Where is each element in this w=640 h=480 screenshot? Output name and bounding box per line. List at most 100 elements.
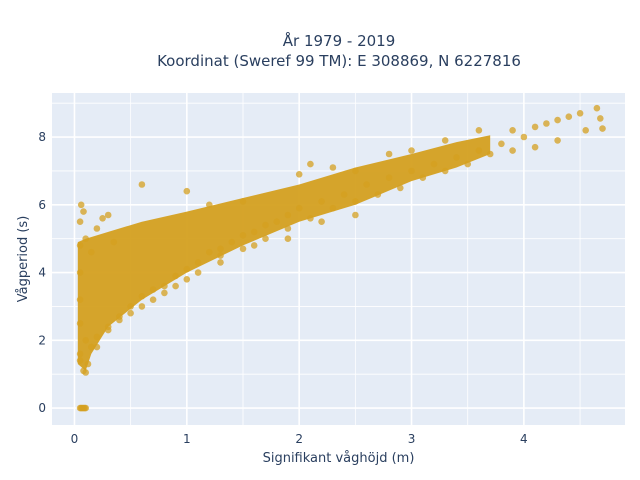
scatter-point <box>543 120 550 127</box>
scatter-point <box>149 286 157 293</box>
y-axis-ticks: 0 2 4 6 8 <box>38 130 46 415</box>
scatter-point <box>206 201 213 209</box>
scatter-point <box>76 296 84 304</box>
scatter-point <box>430 160 438 168</box>
scatter-point <box>464 160 472 168</box>
scatter-point <box>408 147 415 154</box>
scatter-point <box>82 369 89 376</box>
scatter-point <box>385 150 393 158</box>
y-tick-label: 4 <box>38 266 46 280</box>
dense-point-cloud <box>77 135 491 371</box>
scatter-point <box>597 115 604 122</box>
scatter-point <box>262 235 269 242</box>
y-axis-label: Vågperiod (s) <box>16 216 31 303</box>
scatter-point <box>183 265 191 273</box>
y-tick-label: 0 <box>38 401 46 415</box>
scatter-point <box>582 127 589 134</box>
scatter-point <box>82 337 89 344</box>
scatter-point <box>565 113 573 120</box>
scatter-point <box>76 320 84 327</box>
scatter-point <box>88 343 95 351</box>
scatter-point <box>206 248 213 256</box>
scatter-point <box>183 187 191 195</box>
scatter-point <box>363 181 370 188</box>
scatter-point <box>329 204 337 212</box>
scatter-point <box>116 316 123 324</box>
scatter-point <box>104 211 112 219</box>
scatter-point <box>93 343 101 351</box>
scatter-point <box>104 326 112 334</box>
data-points <box>76 104 606 412</box>
x-tick-label: 3 <box>408 432 416 446</box>
scatter-point <box>453 154 460 161</box>
scatter-point <box>217 259 224 266</box>
scatter-point <box>419 174 427 181</box>
scatter-point <box>250 228 258 236</box>
scatter-point <box>385 174 393 181</box>
scatter-point <box>599 125 606 132</box>
scatter-point <box>88 248 95 256</box>
x-axis-label: Signifikant våghöjd (m) <box>263 451 415 466</box>
scatter-point <box>228 238 236 246</box>
grid <box>52 93 625 425</box>
scatter-point <box>498 140 505 148</box>
chart-subtitle: Koordinat (Sweref 99 TM): E 308869, N 62… <box>157 52 521 70</box>
scatter-point <box>76 218 84 225</box>
scatter-point <box>99 215 106 222</box>
x-axis-ticks: 0 1 2 3 4 <box>71 432 528 446</box>
scatter-point <box>284 211 292 219</box>
scatter-point <box>172 282 179 290</box>
scatter-point <box>194 269 202 276</box>
scatter-point <box>352 211 359 219</box>
scatter-point <box>295 204 303 212</box>
scatter-point <box>441 167 449 175</box>
scatter-point <box>127 309 134 317</box>
scatter-point <box>172 272 179 280</box>
scatter-point <box>352 167 359 175</box>
y-tick-label: 6 <box>38 198 46 212</box>
scatter-point <box>307 160 314 168</box>
y-tick-label: 2 <box>38 333 46 347</box>
scatter-point <box>93 225 101 232</box>
scatter-point <box>239 232 247 239</box>
scatter-point <box>250 242 258 249</box>
scatter-point <box>127 303 134 310</box>
scatter-point <box>183 276 191 283</box>
scatter-point <box>509 147 516 154</box>
scatter-point <box>475 127 483 134</box>
scatter-point <box>76 269 84 276</box>
x-tick-label: 0 <box>71 432 79 446</box>
scatter-point <box>576 110 584 117</box>
scatter-point <box>295 171 303 178</box>
scatter-point <box>284 235 292 242</box>
x-tick-label: 4 <box>520 432 528 446</box>
scatter-point <box>284 225 292 232</box>
scatter-point <box>486 150 494 158</box>
scatter-point <box>397 184 404 192</box>
scatter-point <box>76 242 84 249</box>
scatter-point <box>77 201 85 209</box>
scatter-point <box>82 235 89 242</box>
scatter-point <box>318 218 325 225</box>
y-tick-label: 8 <box>38 130 46 144</box>
scatter-point <box>217 245 224 253</box>
scatter-point <box>217 252 224 259</box>
scatter-point <box>340 191 348 198</box>
scatter-point <box>554 137 561 144</box>
scatter-point <box>138 303 146 310</box>
scatter-point <box>329 164 337 171</box>
scatter-point <box>76 357 84 364</box>
scatter-point <box>161 282 168 290</box>
point-cloud-band <box>77 135 491 371</box>
scatter-point <box>441 137 449 144</box>
scatter-point <box>82 404 89 412</box>
scatter-point <box>161 289 168 297</box>
scatter-point <box>307 215 314 222</box>
scatter-point <box>138 181 146 188</box>
scatter-point <box>138 293 146 300</box>
scatter-point <box>149 296 157 304</box>
scatter-point <box>554 116 561 124</box>
scatter-point <box>374 191 382 198</box>
scatter-point <box>239 245 247 253</box>
chart-title: År 1979 - 2019 <box>283 31 396 50</box>
